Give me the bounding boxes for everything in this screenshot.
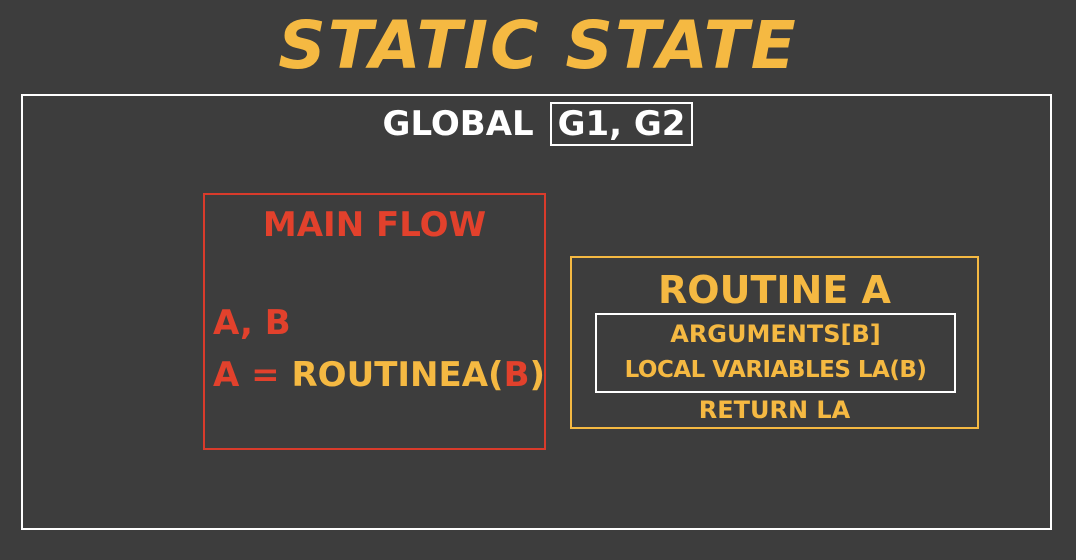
assignment-lhs: A	[213, 355, 240, 395]
routine-call-close: )	[529, 355, 546, 395]
routine-call-name: ROUTINEA(	[291, 355, 504, 395]
routine-frame-box: ARGUMENTS[B] LOCAL VARIABLES LA(B)	[595, 313, 956, 393]
main-flow-declaration: A, B	[213, 303, 291, 343]
main-flow-title: MAIN FLOW	[262, 205, 487, 245]
routine-a-box: ROUTINE A ARGUMENTS[B] LOCAL VARIABLES L…	[570, 256, 979, 429]
global-scope-frame	[21, 94, 1052, 530]
global-label: GLOBAL	[382, 103, 534, 144]
global-variables-box: G1, G2	[549, 101, 694, 146]
main-flow-assignment: A = ROUTINEA(B)	[213, 353, 545, 397]
routine-return: RETURN LA	[698, 396, 851, 424]
main-flow-box: MAIN FLOW A, B A = ROUTINEA(B)	[203, 193, 546, 450]
assignment-equals: =	[239, 355, 292, 395]
global-row: GLOBAL G1, G2	[0, 100, 1076, 146]
routine-a-title: ROUTINE A	[658, 268, 891, 312]
routine-call-arg: B	[503, 355, 530, 395]
routine-arguments: ARGUMENTS[B]	[670, 320, 881, 348]
diagram-title: STATIC STATE	[278, 7, 798, 84]
routine-local-variables: LOCAL VARIABLES LA(B)	[624, 357, 927, 383]
